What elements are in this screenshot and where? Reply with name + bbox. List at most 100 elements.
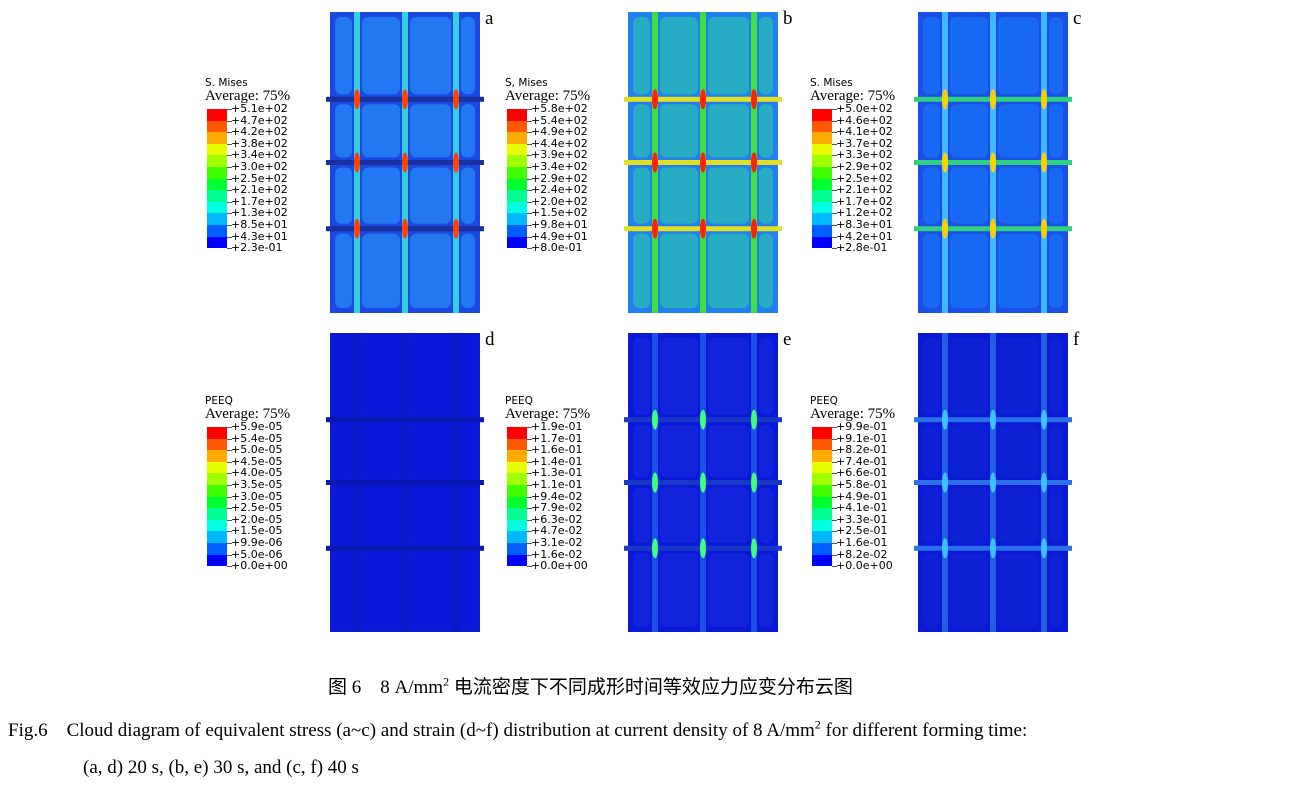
mesh-cell: [362, 17, 400, 95]
legend-tick: [832, 542, 837, 544]
legend-swatch: [812, 213, 832, 225]
stress-hotspot: [402, 218, 408, 239]
legend-value: +8.2e-01: [836, 443, 888, 457]
legend-average: Average: 75%: [205, 88, 291, 104]
legend-swatch: [207, 166, 227, 179]
mesh-cell: [923, 17, 940, 95]
mesh-cell: [759, 553, 773, 627]
mesh-cell: [335, 338, 352, 415]
mesh-cell: [1049, 17, 1063, 95]
legend-swatch: [812, 496, 832, 509]
mesh-cell: [410, 167, 451, 224]
legend-row: +1.7e+02: [810, 195, 920, 214]
legend-value: +9.4e-02: [531, 489, 583, 503]
contour-plot-a: [326, 12, 484, 313]
legend-row: +4.4e+02: [505, 137, 615, 156]
mesh-cell: [633, 424, 650, 478]
legend-swatch: [207, 450, 227, 462]
legend-row: +9.4e-02: [505, 490, 615, 509]
legend-value: +4.1e+02: [836, 125, 893, 139]
contour-plot-e: [624, 333, 782, 632]
mesh-cell: [923, 338, 940, 415]
legend-swatch: [812, 427, 832, 439]
stress-hotspot: [453, 218, 459, 239]
mesh-cell: [759, 487, 773, 544]
legend-value: +2.5e+02: [231, 171, 288, 185]
legend-swatch: [507, 190, 527, 202]
legend-swatch: [507, 542, 527, 555]
legend-row: +5.0e-05: [205, 444, 315, 462]
mesh-cell: [708, 167, 749, 224]
legend-tick: [527, 484, 532, 486]
mesh-cell: [633, 167, 650, 224]
mesh-cell: [950, 17, 988, 95]
mesh-cell: [759, 338, 773, 415]
legend-swatch: [507, 473, 527, 485]
legend-tick: [227, 132, 232, 134]
legend-row: +3.5e-05: [205, 478, 315, 497]
legend-row: +3.0e+02: [205, 160, 315, 179]
mesh-cell: [1049, 553, 1063, 627]
legend-value: +8.3e+01: [836, 217, 893, 231]
legend-value: +5.0e-05: [231, 443, 283, 457]
legend-row: +4.9e+01: [505, 230, 615, 249]
legend-value: +1.9e-01: [531, 420, 583, 433]
caption-chinese: 图 6 8 A/mm2 电流密度下不同成形时间等效应力应变分布云图: [328, 672, 853, 699]
legend-swatch: [507, 155, 527, 167]
legend-swatch: [207, 190, 227, 202]
legend-value: +2.1e+02: [836, 183, 893, 197]
legend-value: +1.3e+02: [231, 206, 288, 220]
legend-swatch: [207, 554, 227, 567]
legend-tick: [832, 519, 837, 521]
mesh-cell: [1049, 233, 1063, 308]
legend-row: +6.3e-02: [505, 513, 615, 532]
stress-hotspot: [990, 538, 996, 559]
legend-row: +4.7e+02: [205, 114, 315, 133]
legend-value: +3.3e+02: [836, 148, 893, 162]
mesh-cell: [923, 104, 940, 158]
legend-row: +2.0e-05: [205, 513, 315, 532]
mesh-cell: [998, 233, 1039, 308]
legend-tick: [832, 427, 837, 428]
legend-value: +5.0e-06: [231, 547, 283, 561]
legend-value: +1.7e+02: [231, 194, 288, 208]
legend-swatch: [812, 155, 832, 167]
legend-row: +4.0e-05: [205, 467, 315, 485]
mesh-cell: [998, 553, 1039, 627]
stress-hotspot: [700, 472, 706, 493]
mesh-cell: [335, 167, 352, 224]
legend-swatch: [507, 143, 527, 156]
legend-row: +2.5e+02: [810, 172, 920, 191]
legend-value: +5.4e+02: [531, 113, 588, 127]
mesh-cell: [708, 424, 749, 478]
legend-row: +1.5e+02: [505, 207, 615, 225]
mesh-cell: [998, 167, 1039, 224]
legend-tick: [832, 178, 837, 180]
legend-row: +1.7e-01: [505, 432, 615, 451]
legend-tick: [227, 109, 232, 110]
stress-hotspot: [700, 409, 706, 430]
legend-value: +4.4e+02: [531, 136, 588, 150]
stress-hotspot: [652, 409, 658, 430]
legend-value: +2.5e-05: [231, 501, 283, 515]
legend-row: +2.9e+02: [505, 172, 615, 191]
legend-swatch: [507, 236, 527, 249]
legend-tick: [227, 542, 232, 544]
legend-tick: [527, 236, 532, 238]
legend-value: +4.2e+01: [836, 229, 893, 243]
legend-swatch: [812, 461, 832, 474]
stress-hotspot: [1041, 538, 1047, 559]
legend-tick: [227, 519, 232, 521]
legend-value: +4.5e-05: [231, 454, 283, 468]
legend-tick: [527, 542, 532, 544]
mesh-cell: [660, 487, 698, 544]
horizontal-rib: [326, 480, 484, 485]
contour-plot-f: [914, 333, 1072, 632]
legend-tick: [527, 427, 532, 428]
legend-swatch: [507, 166, 527, 179]
legend-swatch: [507, 450, 527, 462]
legend-row: +1.2e+02: [810, 207, 920, 225]
legend-value: +3.1e-02: [531, 535, 583, 549]
stress-hotspot: [942, 409, 948, 430]
legend-tick: [832, 120, 837, 122]
